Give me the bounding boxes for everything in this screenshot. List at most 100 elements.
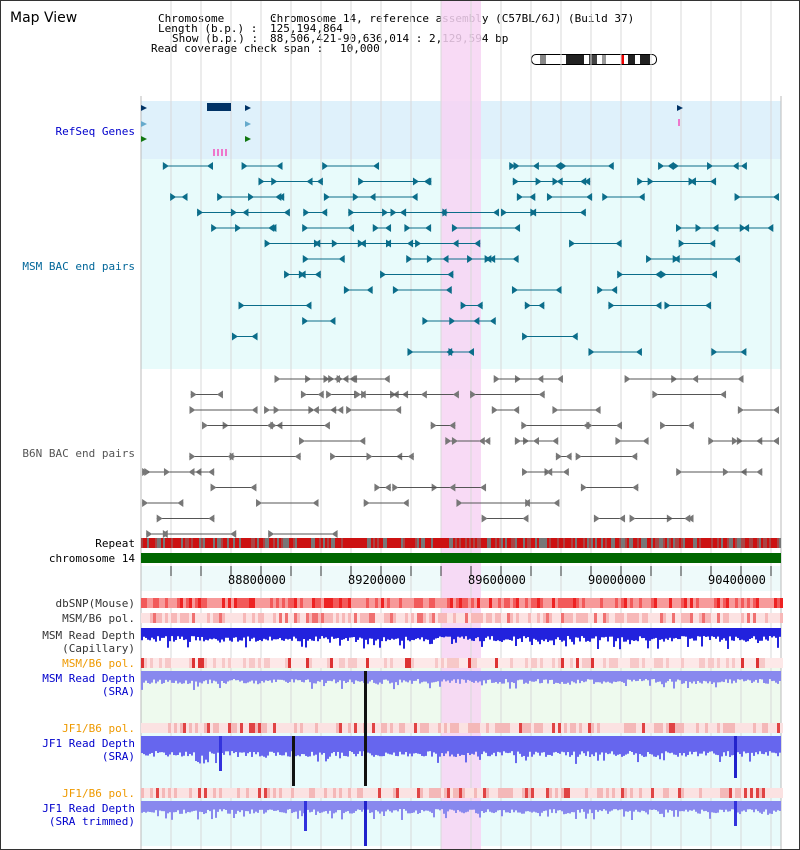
heatmap-cell (732, 613, 735, 623)
heatmap-cell (714, 788, 717, 798)
depth-bar (599, 671, 601, 683)
msm-pol2-label[interactable]: MSM/B6 pol. (62, 657, 135, 670)
heatmap-cell (708, 723, 711, 733)
dbsnp-label[interactable]: dbSNP(Mouse) (55, 597, 135, 610)
depth-bar (549, 628, 551, 641)
heatmap-cell (558, 658, 561, 668)
repeat-cell (349, 538, 351, 548)
heatmap-cell (291, 598, 294, 608)
depth-bar (445, 628, 447, 637)
msm-depth-sra-sub: (SRA) (101, 685, 135, 698)
bac-end-marker (451, 224, 458, 232)
heatmap-cell (384, 723, 387, 733)
depth-bar (527, 801, 529, 812)
heatmap-cell (531, 658, 534, 668)
depth-bar (409, 801, 411, 814)
heatmap-cell (324, 613, 327, 623)
depth-bar (235, 628, 237, 638)
repeat-label[interactable]: Repeat (95, 537, 135, 550)
heatmap-cell (489, 598, 492, 608)
depth-bar (189, 736, 191, 754)
jf1-depth-trim-label[interactable]: JF1 Read Depth (42, 802, 135, 815)
depth-bar (697, 671, 699, 681)
heatmap-cell (780, 613, 783, 623)
heatmap-cell (486, 788, 489, 798)
depth-bar (159, 671, 161, 680)
heatmap-cell (222, 613, 225, 623)
jf1-depth-sra-label[interactable]: JF1 Read Depth (42, 737, 135, 750)
heatmap-cell (465, 613, 468, 623)
depth-bar (153, 628, 155, 640)
jf1-pol2-label[interactable]: JF1/B6 pol. (62, 787, 135, 800)
depth-bar (501, 671, 503, 684)
heatmap-cell (399, 658, 402, 668)
depth-bar (309, 671, 311, 683)
depth-bar (501, 801, 503, 817)
heatmap-cell (507, 723, 510, 733)
depth-bar (381, 801, 383, 812)
depth-bar (383, 628, 385, 638)
heatmap-cell (444, 788, 447, 798)
heatmap-cell (561, 613, 564, 623)
depth-bar (403, 801, 405, 810)
jf1-pol-label[interactable]: JF1/B6 pol. (62, 722, 135, 735)
heatmap-cell (753, 723, 756, 733)
repeat-cell (143, 538, 145, 548)
depth-bar (273, 736, 275, 753)
repeat-cell (157, 538, 159, 548)
repeat-cell (617, 538, 619, 548)
depth-bar (703, 628, 705, 637)
depth-bar (413, 671, 415, 681)
heatmap-cell (315, 788, 318, 798)
depth-bar (243, 628, 245, 638)
depth-bar (771, 628, 773, 638)
heatmap-cell (630, 658, 633, 668)
msm-pol-label[interactable]: MSM/B6 pol. (62, 612, 135, 625)
heatmap-cell (441, 723, 444, 733)
heatmap-cell (426, 658, 429, 668)
heatmap-cell (678, 658, 681, 668)
depth-bar (371, 628, 373, 639)
depth-bar (489, 801, 491, 812)
heatmap-cell (483, 788, 486, 798)
repeat-cell (751, 538, 753, 548)
depth-bar (369, 671, 371, 682)
msm-bac-label[interactable]: MSM BAC end pairs (22, 260, 135, 273)
depth-bar (507, 801, 509, 813)
heatmap-cell (231, 613, 234, 623)
depth-bar (285, 628, 287, 639)
msm-depth-capillary-label[interactable]: MSM Read Depth (42, 629, 135, 642)
depth-bar (595, 801, 597, 810)
depth-bar (149, 671, 151, 684)
depth-bar (249, 671, 251, 682)
depth-bar (319, 736, 321, 753)
heatmap-cell (531, 598, 534, 608)
bac-end-marker (338, 255, 345, 263)
depth-bar (163, 671, 165, 683)
heatmap-cell (324, 598, 327, 608)
heatmap-cell (294, 788, 297, 798)
depth-bar (459, 801, 461, 812)
b6n-bac-label[interactable]: B6N BAC end pairs (22, 447, 135, 460)
depth-bar (225, 628, 227, 638)
chromosome-ideogram[interactable] (531, 54, 657, 65)
heatmap-cell (456, 658, 459, 668)
depth-bar (643, 628, 645, 639)
depth-spike (219, 736, 222, 771)
bac-end-marker (511, 286, 518, 294)
repeat-cell (525, 538, 527, 548)
heatmap-cell (525, 613, 528, 623)
depth-bar (619, 736, 621, 755)
depth-bar (425, 671, 427, 682)
msm-depth-sra-label[interactable]: MSM Read Depth (42, 672, 135, 685)
heatmap-cell (642, 788, 645, 798)
depth-bar (689, 671, 691, 682)
heatmap-cell (294, 598, 297, 608)
repeat-cell (395, 538, 397, 548)
heatmap-cell (255, 613, 258, 623)
heatmap-cell (579, 723, 582, 733)
heatmap-cell (660, 788, 663, 798)
bac-end-marker (737, 375, 744, 383)
refseq-label[interactable]: RefSeq Genes (55, 125, 135, 138)
depth-bar (695, 671, 697, 684)
